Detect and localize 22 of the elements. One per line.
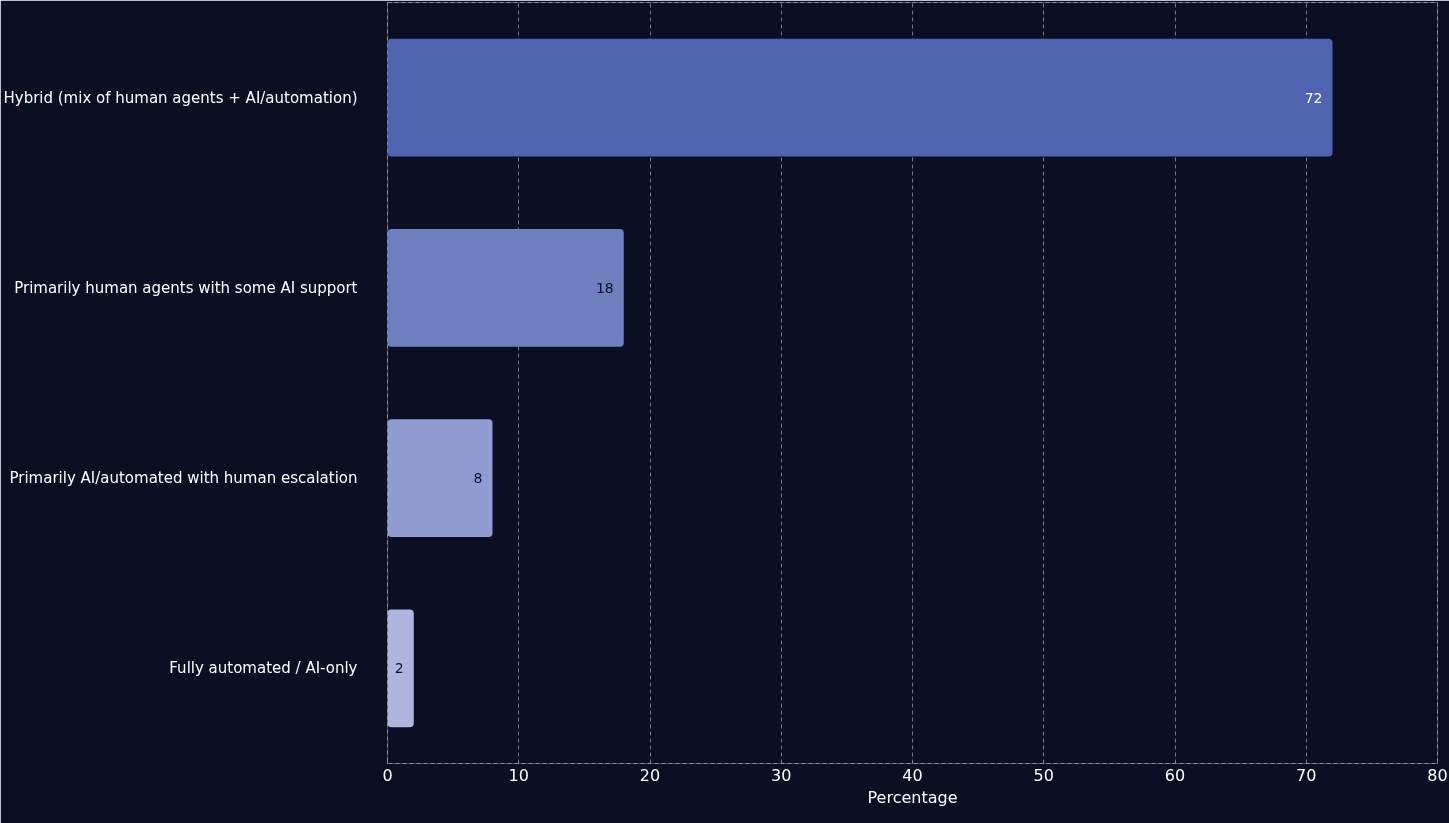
x-tick-label: 30 xyxy=(771,765,792,785)
x-tick-label: 20 xyxy=(639,765,661,785)
x-tick-label: 60 xyxy=(1164,765,1186,785)
data-label: 8 xyxy=(473,470,483,487)
data-label: 2 xyxy=(394,660,404,677)
x-tick-label: 10 xyxy=(508,765,529,785)
x-axis-title: Percentage xyxy=(867,787,958,807)
bar xyxy=(387,419,493,538)
x-tick-label: 80 xyxy=(1427,765,1448,785)
bar xyxy=(387,38,1333,157)
bar xyxy=(387,609,414,728)
data-label: 72 xyxy=(1304,89,1323,106)
x-tick-label: 70 xyxy=(1296,765,1317,785)
x-tick-label: 40 xyxy=(902,765,923,785)
data-label: 18 xyxy=(595,279,614,296)
y-tick-label: Primarily AI/automated with human escalation xyxy=(9,469,358,488)
y-tick-label: Hybrid (mix of human agents + AI/automation) xyxy=(3,88,358,107)
x-tick-label: 0 xyxy=(382,765,393,785)
y-tick-label: Primarily human agents with some AI support xyxy=(14,278,358,297)
y-tick-label: Fully automated / AI-only xyxy=(169,659,358,678)
x-tick-label: 50 xyxy=(1033,765,1054,785)
bar xyxy=(387,228,624,347)
